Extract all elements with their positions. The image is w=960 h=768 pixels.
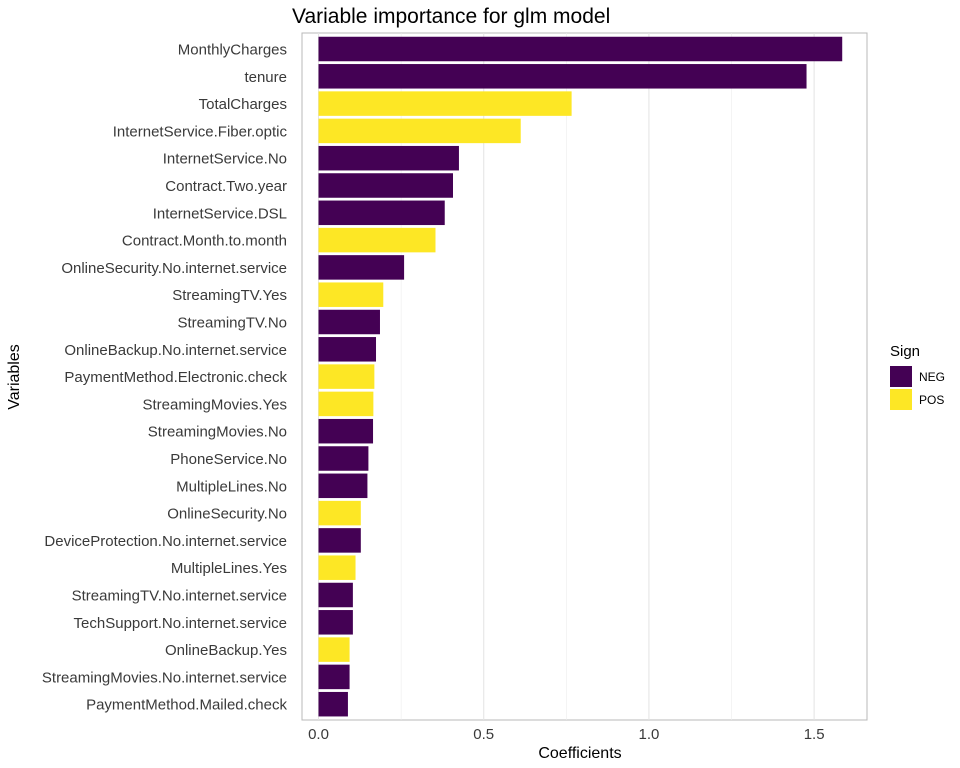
legend-label: NEG xyxy=(919,370,945,384)
y-tick-label: InternetService.Fiber.optic xyxy=(113,123,288,140)
bars xyxy=(318,36,843,717)
y-tick-label: Contract.Month.to.month xyxy=(122,233,287,250)
bar xyxy=(318,637,350,662)
bar xyxy=(318,364,375,389)
x-tick-label: 0.5 xyxy=(473,726,494,743)
bar xyxy=(318,36,843,62)
legend-items: NEG POS xyxy=(890,366,945,410)
y-tick-label: OnlineBackup.Yes xyxy=(165,642,287,659)
bar xyxy=(318,582,353,608)
legend: Sign NEG POS xyxy=(890,343,945,410)
y-tick-label: StreamingTV.No xyxy=(178,315,288,332)
bar xyxy=(318,173,453,198)
y-tick-label: StreamingTV.Yes xyxy=(172,287,287,304)
y-tick-label: PhoneService.No xyxy=(170,451,287,468)
bar xyxy=(318,282,384,307)
y-tick-label: PaymentMethod.Electronic.check xyxy=(64,369,287,386)
legend-label: POS xyxy=(919,393,944,407)
bar xyxy=(318,446,369,471)
legend-swatch xyxy=(890,366,912,387)
x-tick-label: 1.0 xyxy=(639,726,660,743)
y-tick-label: MultipleLines.No xyxy=(176,478,287,495)
y-tick-label: MultipleLines.Yes xyxy=(171,560,287,577)
y-tick-label: Contract.Two.year xyxy=(165,178,287,195)
bar xyxy=(318,610,353,635)
x-tick-labels: 0.0 0.5 1.0 1.5 xyxy=(308,726,824,743)
bar xyxy=(318,528,361,553)
x-tick-label: 1.5 xyxy=(804,726,825,743)
bar xyxy=(318,691,348,717)
bar xyxy=(318,200,445,226)
y-tick-label: StreamingTV.No.internet.service xyxy=(72,588,287,605)
bar xyxy=(318,418,374,444)
y-tick-label: MonthlyCharges xyxy=(178,42,287,59)
bar xyxy=(318,145,459,171)
bar xyxy=(318,337,377,362)
bar xyxy=(318,664,350,690)
legend-title: Sign xyxy=(890,343,920,360)
y-tick-label: OnlineBackup.No.internet.service xyxy=(64,342,287,359)
y-tick-label: InternetService.DSL xyxy=(153,205,287,222)
bar xyxy=(318,391,374,417)
y-tick-label: PaymentMethod.Mailed.check xyxy=(86,697,287,714)
y-tick-label: TechSupport.No.internet.service xyxy=(74,615,287,632)
bar xyxy=(318,309,380,335)
bar xyxy=(318,500,361,526)
bar xyxy=(318,64,807,89)
y-tick-label: TotalCharges xyxy=(199,96,287,113)
y-tick-label: OnlineSecurity.No.internet.service xyxy=(61,260,287,277)
y-tick-labels: MonthlyCharges tenure TotalCharges Internet… xyxy=(42,42,288,714)
x-tick-label: 0.0 xyxy=(308,726,329,743)
y-tick-label: tenure xyxy=(244,69,287,86)
legend-swatch xyxy=(890,389,912,410)
y-tick-label: StreamingMovies.No.internet.service xyxy=(42,669,287,686)
bar xyxy=(318,473,368,499)
bar xyxy=(318,91,572,116)
chart-title: Variable importance for glm model xyxy=(292,5,610,28)
y-tick-label: StreamingMovies.Yes xyxy=(142,396,287,413)
y-tick-label: StreamingMovies.No xyxy=(148,424,287,441)
y-axis-title: Variables xyxy=(6,344,23,410)
y-tick-label: DeviceProtection.No.internet.service xyxy=(44,533,287,550)
bar xyxy=(318,118,521,144)
y-tick-label: InternetService.No xyxy=(163,151,287,168)
y-tick-label: OnlineSecurity.No xyxy=(167,506,287,523)
bar xyxy=(318,255,405,280)
bar xyxy=(318,227,436,253)
x-axis-title: Coefficients xyxy=(538,745,621,762)
bar xyxy=(318,555,356,580)
